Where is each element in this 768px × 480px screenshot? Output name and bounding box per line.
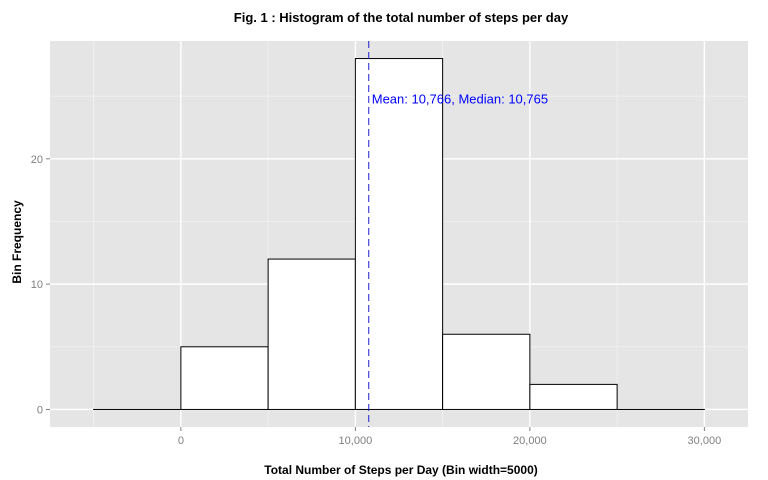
y-tick-label: 20 (31, 154, 43, 166)
histogram-bar (529, 383, 618, 410)
x-tick-label: 20,000 (513, 435, 547, 447)
x-tick-label: 30,000 (688, 435, 722, 447)
chart-title: Fig. 1 : Histogram of the total number o… (234, 10, 569, 25)
y-axis-label: Bin Frequency (10, 200, 24, 284)
histogram-bar (354, 58, 444, 410)
histogram-bar (442, 333, 531, 410)
mean-median-annotation: Mean: 10,766, Median: 10,765 (372, 92, 548, 107)
y-tick-label: 10 (31, 279, 43, 291)
x-tick-label: 10,000 (339, 435, 373, 447)
histogram-bars (93, 58, 705, 410)
histogram-bar (180, 346, 269, 410)
x-tick-label: 0 (178, 435, 184, 447)
x-axis-ticks: 0 10,000 20,000 30,000 (178, 427, 721, 447)
x-axis-label: Total Number of Steps per Day (Bin width… (264, 463, 538, 477)
y-axis-ticks: 0 10 20 (31, 154, 50, 416)
histogram-bar (267, 258, 356, 410)
y-tick-label: 0 (37, 404, 43, 416)
